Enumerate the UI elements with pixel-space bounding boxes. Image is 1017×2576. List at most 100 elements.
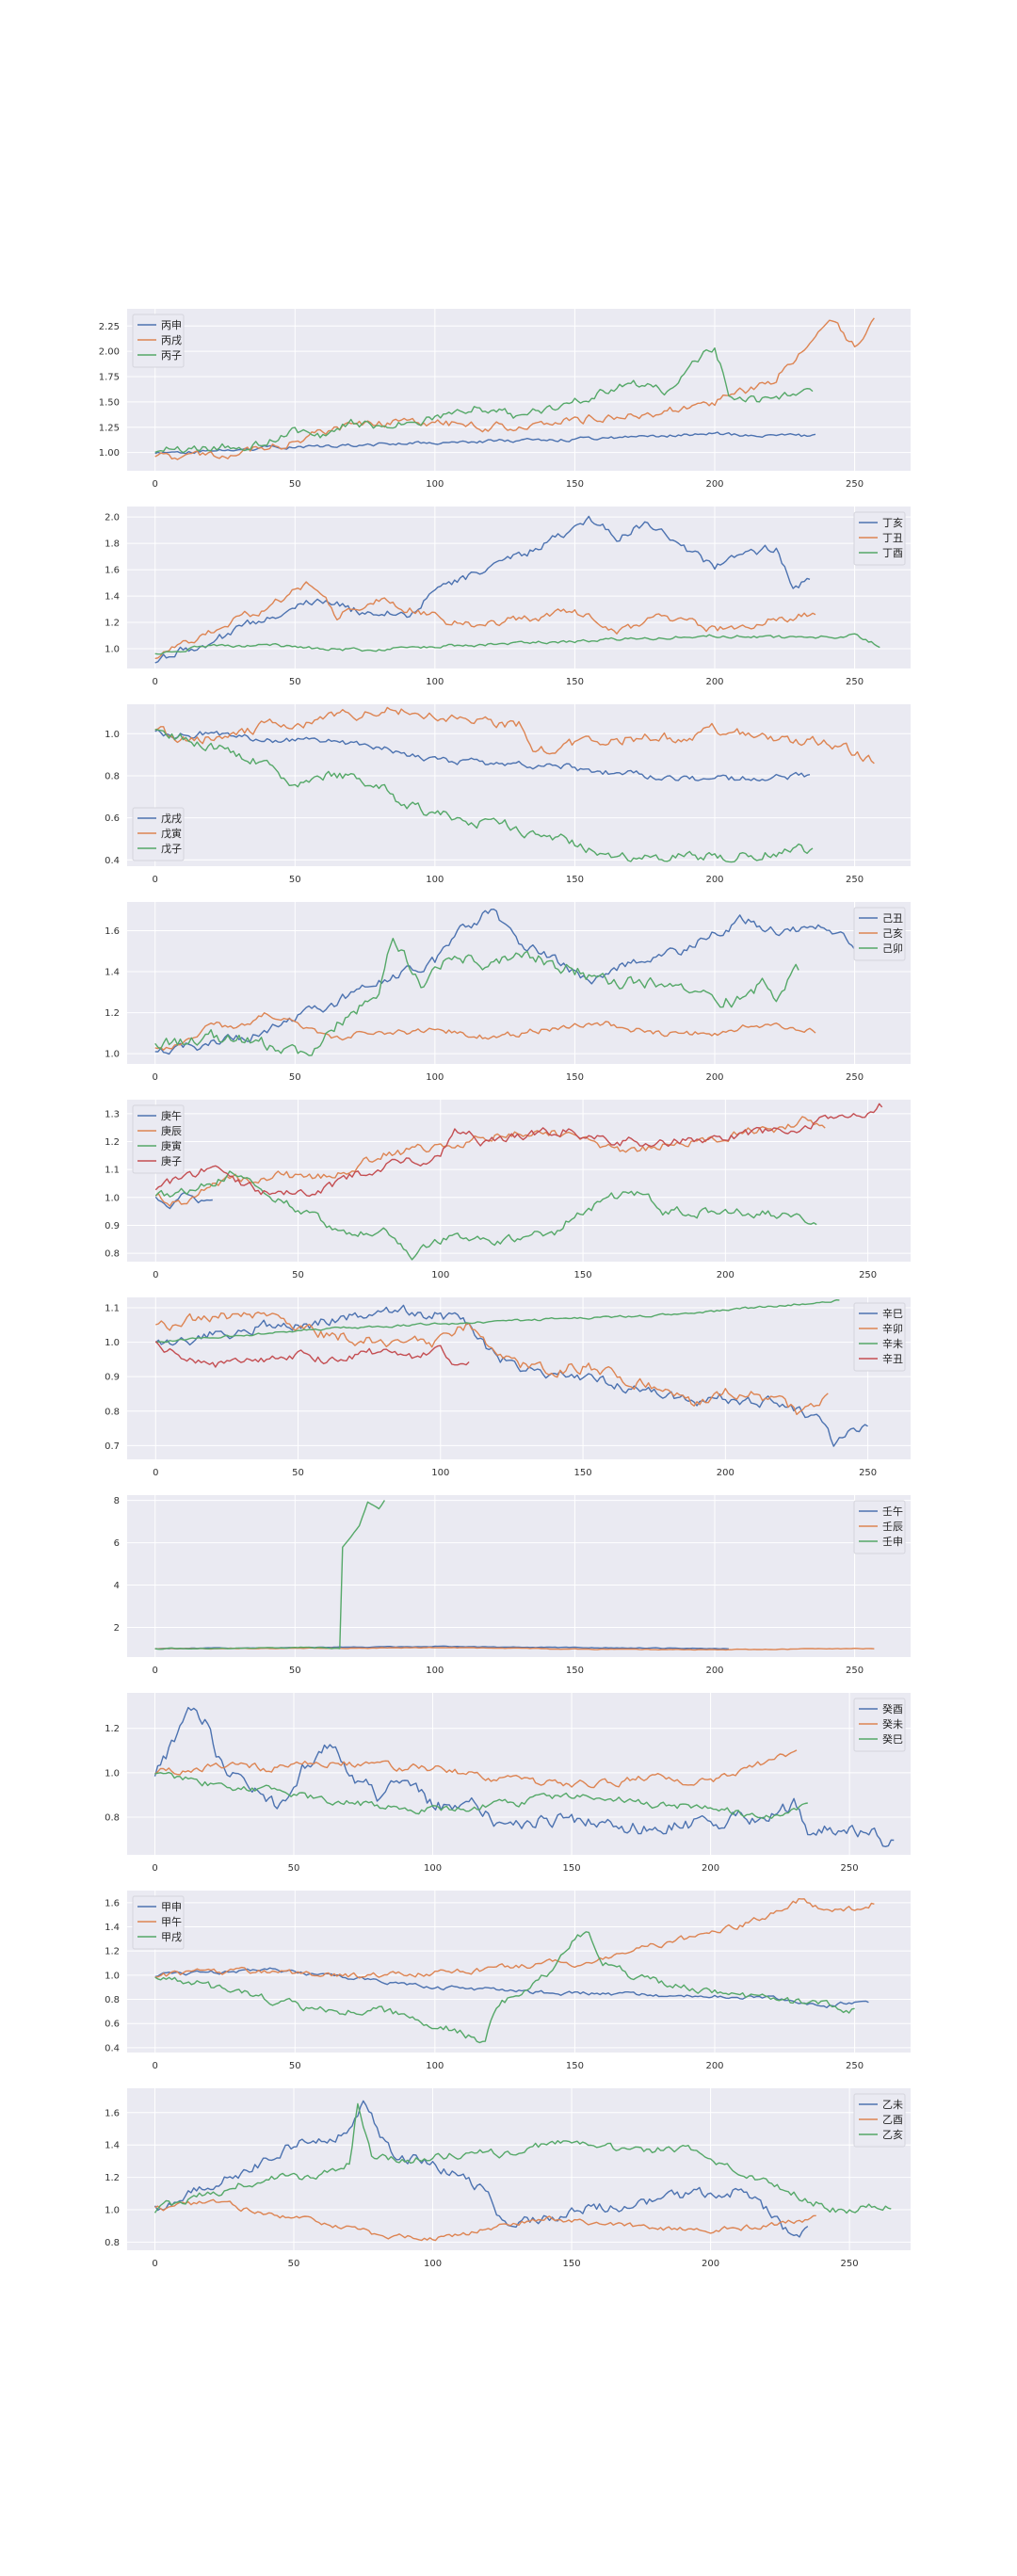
- y-tick-label: 1.0: [105, 1971, 120, 1981]
- series-line: [154, 938, 799, 1056]
- x-tick-label: 250: [859, 1468, 877, 1478]
- x-tick-label: 200: [705, 2061, 723, 2071]
- plot-area: [127, 1891, 911, 2053]
- y-tick-label: 1.0: [105, 1338, 120, 1348]
- y-tick-label: 1.1: [105, 1166, 120, 1176]
- y-tick-label: 1.0: [105, 1193, 120, 1203]
- y-tick-label: 1.0: [105, 1768, 120, 1779]
- y-tick-label: 1.50: [99, 397, 120, 408]
- x-tick-label: 100: [431, 1270, 449, 1280]
- y-tick-label: 1.6: [105, 926, 120, 937]
- chart-panel-9: 0 50 100 150 200 250 0.4 0.6 0.8 1.0 1.2 1.4 1.6 甲申甲午…: [105, 1891, 911, 2071]
- legend-label: 丁丑: [882, 532, 903, 544]
- x-tick-label: 150: [574, 1270, 592, 1280]
- x-tick-label: 100: [426, 1666, 444, 1676]
- y-tick-label: 0.8: [105, 1995, 120, 2005]
- legend-label: 辛巳: [882, 1307, 903, 1320]
- plot-area: [127, 1100, 911, 1262]
- x-tick-label: 200: [705, 875, 723, 885]
- x-tick-label: 0: [153, 677, 158, 687]
- x-tick-label: 200: [705, 1072, 723, 1083]
- y-tick-label: 1.75: [99, 373, 120, 383]
- x-tick-label: 200: [705, 1666, 723, 1676]
- plot-area: [127, 704, 911, 866]
- legend-label: 丙申: [161, 319, 182, 331]
- x-tick-label: 150: [574, 1468, 592, 1478]
- x-tick-label: 200: [702, 2259, 719, 2269]
- series-line: [154, 1170, 817, 1261]
- x-tick-label: 250: [846, 2061, 864, 2071]
- x-tick-label: 0: [153, 479, 158, 490]
- y-tick-label: 1.4: [105, 968, 120, 978]
- legend-label: 壬辰: [882, 1521, 903, 1533]
- x-tick-label: 50: [289, 479, 301, 490]
- legend-label: 甲申: [161, 1901, 182, 1913]
- legend-label: 庚寅: [161, 1139, 182, 1152]
- x-tick-label: 50: [289, 1072, 301, 1083]
- y-tick-label: 1.0: [105, 1050, 120, 1060]
- x-tick-label: 150: [563, 1863, 581, 1874]
- x-tick-label: 150: [566, 677, 584, 687]
- legend-label: 丙戌: [161, 334, 182, 346]
- series-line: [154, 1341, 470, 1368]
- legend-label: 甲戌: [161, 1931, 182, 1943]
- y-tick-label: 1.8: [105, 539, 120, 550]
- series-line: [154, 1931, 855, 2044]
- y-tick-label: 4: [114, 1581, 120, 1591]
- x-tick-label: 150: [566, 479, 584, 490]
- x-tick-label: 0: [153, 1270, 158, 1280]
- y-tick-label: 0.6: [105, 813, 120, 824]
- plot-area: [127, 1297, 911, 1459]
- x-tick-label: 250: [846, 479, 864, 490]
- y-tick-label: 1.2: [105, 1947, 120, 1957]
- y-tick-label: 1.0: [105, 730, 120, 740]
- y-tick-label: 1.1: [105, 1303, 120, 1313]
- y-tick-label: 1.4: [105, 2141, 120, 2151]
- legend-label: 己卯: [882, 942, 903, 955]
- series-line: [154, 909, 875, 1055]
- plot-area: [127, 309, 911, 471]
- legend-label: 乙未: [882, 2099, 903, 2111]
- legend-box: [853, 1302, 906, 1372]
- y-tick-label: 0.4: [105, 2043, 120, 2053]
- y-tick-label: 1.2: [105, 2173, 120, 2183]
- y-tick-label: 0.8: [105, 1407, 120, 1417]
- x-tick-label: 200: [705, 479, 723, 490]
- legend-label: 癸未: [882, 1717, 903, 1731]
- y-tick-label: 1.6: [105, 1898, 120, 1908]
- series-line: [154, 347, 814, 454]
- series-line: [154, 1749, 798, 1789]
- legend-label: 己丑: [882, 912, 903, 925]
- legend-label: 戊子: [161, 843, 182, 855]
- legend-label: 辛未: [882, 1337, 903, 1350]
- legend-box: [853, 511, 906, 566]
- legend-label: 丁亥: [882, 516, 903, 529]
- x-tick-label: 0: [152, 2259, 157, 2269]
- x-tick-label: 250: [846, 677, 864, 687]
- x-tick-label: 250: [846, 1666, 864, 1676]
- x-tick-label: 150: [566, 875, 584, 885]
- y-tick-label: 2.0: [105, 513, 120, 523]
- chart-panel-5: 0 50 100 150 200 250 0.8 0.9 1.0 1.1 1.2 1.3 庚午庚辰庚寅庚…: [105, 1100, 911, 1280]
- y-tick-label: 0.8: [105, 2238, 120, 2248]
- series-line: [154, 515, 811, 664]
- x-tick-label: 0: [152, 1863, 157, 1874]
- legend-label: 己亥: [882, 926, 903, 940]
- y-tick-label: 1.3: [105, 1109, 120, 1119]
- legend-box: [853, 907, 906, 961]
- legend-box: [853, 1500, 906, 1554]
- x-tick-label: 200: [705, 677, 723, 687]
- y-tick-label: 2: [114, 1623, 120, 1634]
- y-tick-label: 1.4: [105, 1923, 120, 1933]
- series-line: [154, 1500, 385, 1650]
- legend-label: 辛卯: [882, 1322, 903, 1335]
